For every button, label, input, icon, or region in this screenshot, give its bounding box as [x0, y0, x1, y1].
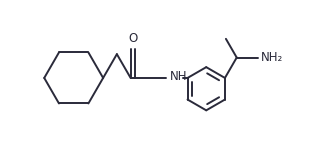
- Text: NH₂: NH₂: [261, 51, 284, 64]
- Text: NH: NH: [170, 70, 187, 83]
- Text: O: O: [128, 32, 137, 45]
